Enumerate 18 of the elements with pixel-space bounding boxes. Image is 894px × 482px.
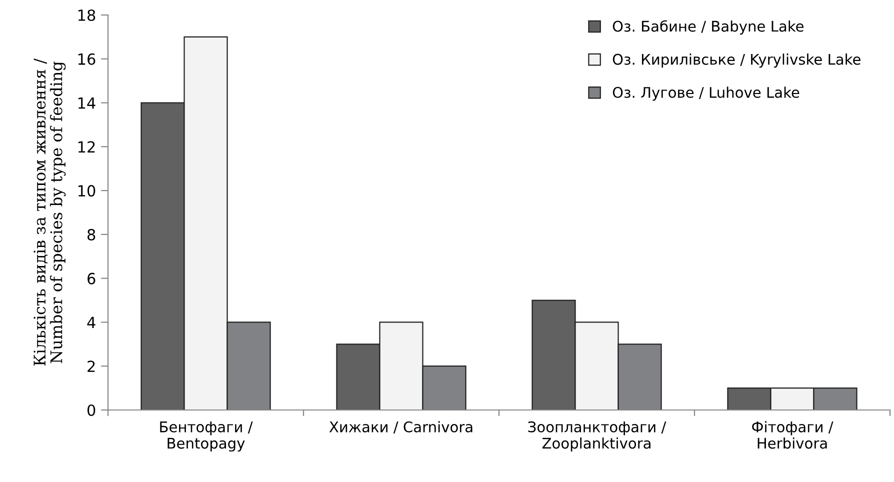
y-tick-label: 4 xyxy=(87,316,96,328)
x-tick-label: Бентофаги / Bentopagy xyxy=(160,422,253,452)
y-tick-label: 16 xyxy=(78,53,96,65)
y-tick-label: 6 xyxy=(88,272,96,284)
y-tick-label: 12 xyxy=(78,141,95,152)
y-tick-label: 10 xyxy=(78,185,96,197)
y-tick-label: 8 xyxy=(88,228,96,240)
x-tick-label: Фітофаги / Herbivora xyxy=(752,421,834,449)
y-tick-label: 18 xyxy=(78,9,96,22)
y-tick-label: 0 xyxy=(87,404,96,416)
y-axis-title: Кількість видів за типом живлення / Number of species by type of feeding xyxy=(34,58,66,366)
legend-label: Оз. Лугове / Luhove Lake xyxy=(612,86,800,101)
legend-label: Оз. Бабине / Babyne Lake xyxy=(612,20,804,35)
y-tick-label: 14 xyxy=(78,97,96,109)
x-tick-label: Хижаки / Carnivora xyxy=(329,421,472,434)
y-tick-label: 2 xyxy=(88,360,95,372)
legend-label: Оз. Кирилівське / Kyrylivske Lake xyxy=(612,54,860,68)
x-tick-label: Зоопланктофаги / Zooplanktivora xyxy=(528,421,666,452)
